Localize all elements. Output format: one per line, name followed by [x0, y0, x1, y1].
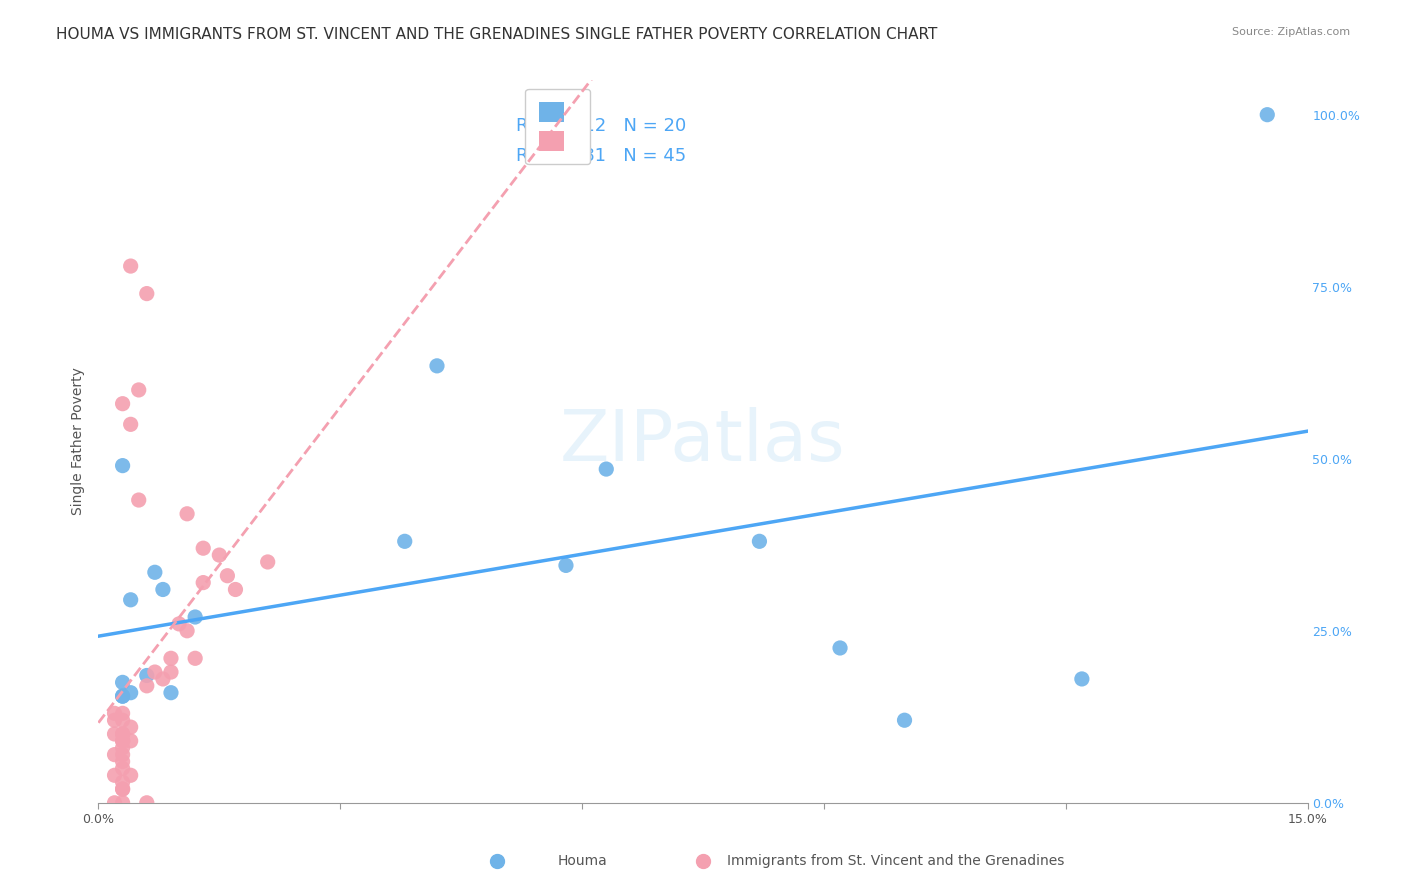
Point [103, 713, 125, 727]
Point [111, 727, 134, 741]
Point [555, 558, 578, 573]
Point [120, 734, 142, 748]
Point [208, 548, 231, 562]
Legend: , : , [526, 88, 591, 164]
Point [893, 713, 915, 727]
Point [111, 761, 134, 775]
Point [111, 740, 134, 755]
Point [111, 458, 134, 473]
Point [111, 747, 134, 762]
Point [135, 668, 157, 682]
Point [111, 734, 134, 748]
Point [111, 713, 134, 727]
Text: Houma: Houma [558, 854, 607, 868]
Point [426, 359, 449, 373]
Text: HOUMA VS IMMIGRANTS FROM ST. VINCENT AND THE GRENADINES SINGLE FATHER POVERTY CO: HOUMA VS IMMIGRANTS FROM ST. VINCENT AND… [56, 27, 938, 42]
Point [217, 568, 239, 582]
Point [160, 651, 183, 665]
Point [103, 768, 125, 782]
Point [828, 640, 851, 655]
Point [111, 397, 134, 411]
Text: R = 0.612   N = 20: R = 0.612 N = 20 [516, 117, 686, 135]
Point [111, 782, 134, 797]
Point [184, 651, 207, 665]
Point [111, 796, 134, 810]
Point [224, 582, 246, 597]
Point [176, 624, 198, 638]
Point [120, 720, 142, 734]
Text: R = 0.081   N = 45: R = 0.081 N = 45 [516, 147, 686, 165]
Point [152, 582, 174, 597]
Point [103, 706, 125, 721]
Point [184, 610, 207, 624]
Point [748, 534, 770, 549]
Y-axis label: Single Father Poverty: Single Father Poverty [70, 368, 84, 516]
Point [135, 679, 157, 693]
Point [176, 507, 198, 521]
Point [595, 462, 617, 476]
Text: ZIPatlas: ZIPatlas [560, 407, 846, 476]
Point [128, 383, 150, 397]
Point [111, 775, 134, 789]
Point [120, 259, 142, 273]
Text: Source: ZipAtlas.com: Source: ZipAtlas.com [1232, 27, 1350, 37]
Point [152, 672, 174, 686]
Point [1070, 672, 1092, 686]
Point [167, 616, 190, 631]
Point [193, 575, 215, 590]
Point [256, 555, 278, 569]
Point [111, 689, 134, 703]
Point [160, 686, 183, 700]
Point [394, 534, 416, 549]
Point [111, 734, 134, 748]
Point [111, 675, 134, 690]
Point [120, 686, 142, 700]
Point [103, 747, 125, 762]
Point [135, 286, 157, 301]
Point [111, 727, 134, 741]
Point [111, 706, 134, 721]
Point [193, 541, 215, 556]
Point [111, 689, 134, 703]
Point [103, 727, 125, 741]
Point [111, 755, 134, 769]
Point [103, 796, 125, 810]
Point [128, 493, 150, 508]
Point [120, 592, 142, 607]
Point [143, 665, 166, 679]
Point [111, 782, 134, 797]
Point [143, 566, 166, 580]
Point [120, 768, 142, 782]
Text: Immigrants from St. Vincent and the Grenadines: Immigrants from St. Vincent and the Gren… [727, 854, 1064, 868]
Point [1256, 108, 1278, 122]
Point [135, 796, 157, 810]
Point [120, 417, 142, 432]
Point [160, 665, 183, 679]
